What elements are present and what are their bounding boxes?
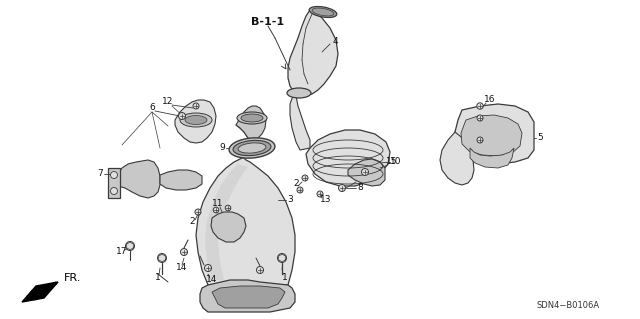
Text: 6: 6 — [149, 103, 155, 113]
Circle shape — [180, 249, 188, 256]
Polygon shape — [196, 122, 295, 285]
Polygon shape — [348, 159, 385, 186]
Text: 14: 14 — [206, 276, 218, 285]
Circle shape — [111, 172, 118, 179]
Polygon shape — [470, 148, 514, 168]
Text: 13: 13 — [320, 196, 332, 204]
Circle shape — [302, 175, 308, 181]
Circle shape — [205, 264, 211, 271]
Polygon shape — [211, 212, 246, 242]
Ellipse shape — [241, 114, 263, 122]
Ellipse shape — [287, 88, 311, 98]
Text: 12: 12 — [163, 98, 173, 107]
Polygon shape — [290, 96, 310, 150]
Polygon shape — [306, 130, 390, 186]
Ellipse shape — [229, 138, 275, 158]
Polygon shape — [22, 282, 58, 302]
Polygon shape — [175, 100, 216, 143]
Circle shape — [257, 266, 264, 273]
Polygon shape — [115, 160, 160, 198]
Text: 1: 1 — [155, 273, 161, 283]
Circle shape — [213, 207, 219, 213]
Polygon shape — [205, 164, 248, 280]
Circle shape — [477, 115, 483, 121]
Text: SDN4−B0106A: SDN4−B0106A — [537, 300, 600, 309]
Ellipse shape — [237, 112, 267, 124]
Text: 10: 10 — [390, 158, 402, 167]
Polygon shape — [108, 168, 120, 198]
Ellipse shape — [309, 6, 337, 18]
Circle shape — [111, 188, 118, 195]
Text: 16: 16 — [484, 95, 496, 105]
Circle shape — [477, 137, 483, 143]
Polygon shape — [461, 115, 522, 156]
Text: 2: 2 — [189, 218, 195, 226]
Circle shape — [157, 254, 166, 263]
Circle shape — [317, 191, 323, 197]
Text: 14: 14 — [176, 263, 188, 272]
Text: 11: 11 — [212, 199, 224, 209]
Ellipse shape — [185, 115, 207, 124]
Polygon shape — [440, 132, 474, 185]
Circle shape — [339, 184, 346, 191]
Polygon shape — [160, 170, 202, 190]
Polygon shape — [212, 286, 285, 308]
Text: 2: 2 — [293, 180, 299, 189]
Text: 3: 3 — [287, 196, 293, 204]
Ellipse shape — [233, 140, 271, 156]
Circle shape — [225, 205, 231, 211]
Circle shape — [195, 209, 201, 215]
Text: 5: 5 — [537, 133, 543, 143]
Ellipse shape — [238, 143, 266, 153]
Text: 4: 4 — [332, 38, 338, 47]
Circle shape — [477, 103, 483, 109]
Circle shape — [179, 113, 186, 120]
Text: B-1-1: B-1-1 — [252, 17, 285, 27]
Text: 7: 7 — [97, 169, 103, 179]
Text: 9: 9 — [219, 144, 225, 152]
Polygon shape — [236, 106, 266, 140]
Circle shape — [297, 187, 303, 193]
Text: 8: 8 — [357, 183, 363, 192]
Text: 15: 15 — [387, 158, 397, 167]
Text: FR.: FR. — [64, 273, 81, 283]
Polygon shape — [200, 280, 295, 312]
Ellipse shape — [180, 113, 212, 127]
Polygon shape — [288, 10, 338, 96]
Circle shape — [125, 241, 134, 250]
Polygon shape — [455, 104, 534, 164]
Circle shape — [193, 103, 199, 109]
Text: 1: 1 — [282, 273, 288, 283]
Text: 17: 17 — [116, 248, 128, 256]
Circle shape — [278, 254, 287, 263]
Circle shape — [362, 168, 369, 175]
